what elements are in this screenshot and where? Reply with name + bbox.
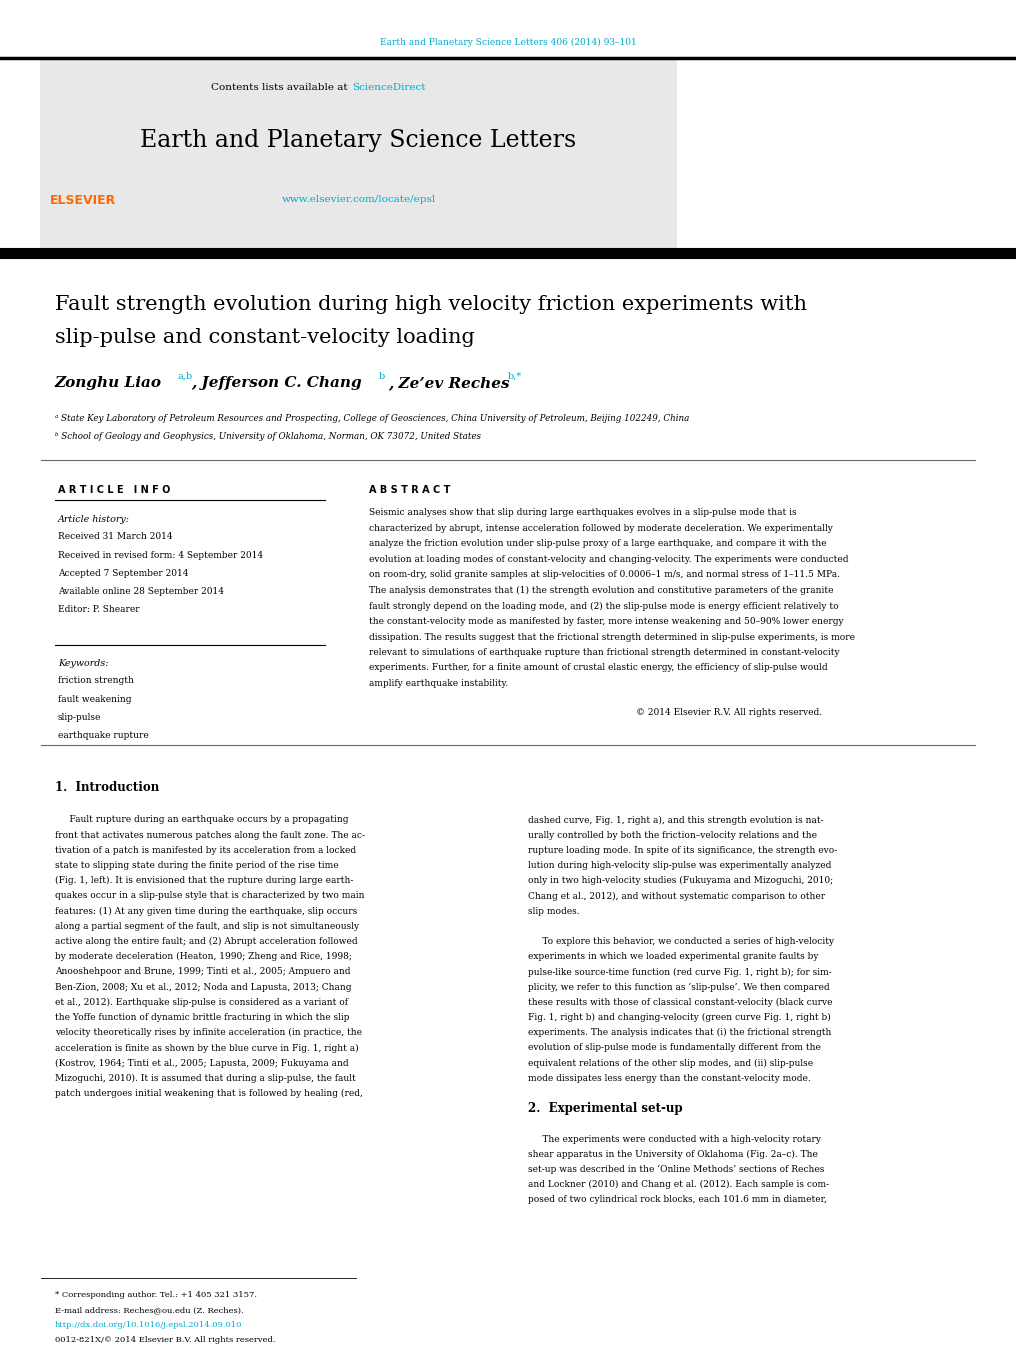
Text: experiments. The analysis indicates that (i) the frictional strength: experiments. The analysis indicates that… xyxy=(528,1028,830,1038)
Text: slip-pulse: slip-pulse xyxy=(58,712,101,721)
Text: the Yoffe function of dynamic brittle fracturing in which the slip: the Yoffe function of dynamic brittle fr… xyxy=(55,1013,348,1023)
Text: relevant to simulations of earthquake rupture than frictional strength determine: relevant to simulations of earthquake ru… xyxy=(368,648,839,657)
Text: quakes occur in a slip-pulse style that is characterized by two main: quakes occur in a slip-pulse style that … xyxy=(55,892,364,901)
Text: pulse-like source-time function (red curve Fig. 1, right b); for sim-: pulse-like source-time function (red cur… xyxy=(528,967,830,977)
Text: these results with those of classical constant-velocity (black curve: these results with those of classical co… xyxy=(528,998,832,1006)
Text: Mizoguchi, 2010). It is assumed that during a slip-pulse, the fault: Mizoguchi, 2010). It is assumed that dur… xyxy=(55,1074,356,1084)
Text: 1.  Introduction: 1. Introduction xyxy=(55,781,159,794)
Text: earthquake rupture: earthquake rupture xyxy=(58,731,149,739)
Text: evolution at loading modes of constant-velocity and changing-velocity. The exper: evolution at loading modes of constant-v… xyxy=(368,555,847,563)
Text: Accepted 7 September 2014: Accepted 7 September 2014 xyxy=(58,569,189,577)
Text: amplify earthquake instability.: amplify earthquake instability. xyxy=(368,680,507,688)
Text: www.elsevier.com/locate/epsl: www.elsevier.com/locate/epsl xyxy=(281,196,435,204)
Text: 2.  Experimental set-up: 2. Experimental set-up xyxy=(528,1102,682,1116)
Text: , Jefferson C. Chang: , Jefferson C. Chang xyxy=(191,376,362,390)
Text: characterized by abrupt, intense acceleration followed by moderate deceleration.: characterized by abrupt, intense acceler… xyxy=(368,524,832,534)
Text: urally controlled by both the friction–velocity relations and the: urally controlled by both the friction–v… xyxy=(528,831,816,840)
Text: features: (1) At any given time during the earthquake, slip occurs: features: (1) At any given time during t… xyxy=(55,907,357,916)
Text: state to slipping state during the finite period of the rise time: state to slipping state during the finit… xyxy=(55,861,338,870)
Text: only in two high-velocity studies (Fukuyama and Mizoguchi, 2010;: only in two high-velocity studies (Fukuy… xyxy=(528,877,833,885)
Text: the constant-velocity mode as manifested by faster, more intense weakening and 5: the constant-velocity mode as manifested… xyxy=(368,617,843,626)
Text: mode dissipates less energy than the constant-velocity mode.: mode dissipates less energy than the con… xyxy=(528,1074,810,1084)
Text: Article history:: Article history: xyxy=(58,516,129,524)
Text: and Lockner (2010) and Chang et al. (2012). Each sample is com-: and Lockner (2010) and Chang et al. (201… xyxy=(528,1181,828,1189)
Text: patch undergoes initial weakening that is followed by healing (red,: patch undergoes initial weakening that i… xyxy=(55,1089,363,1098)
Text: (Kostrov, 1964; Tinti et al., 2005; Lapusta, 2009; Fukuyama and: (Kostrov, 1964; Tinti et al., 2005; Lapu… xyxy=(55,1059,348,1067)
Text: A B S T R A C T: A B S T R A C T xyxy=(368,485,449,494)
Text: a,b: a,b xyxy=(177,372,193,381)
Text: Earth and Planetary Science Letters 406 (2014) 93–101: Earth and Planetary Science Letters 406 … xyxy=(379,38,636,46)
Text: experiments in which we loaded experimental granite faults by: experiments in which we loaded experimen… xyxy=(528,952,817,962)
Text: Zonghu Liao: Zonghu Liao xyxy=(55,376,162,390)
Text: Ben-Zion, 2008; Xu et al., 2012; Noda and Lapusta, 2013; Chang: Ben-Zion, 2008; Xu et al., 2012; Noda an… xyxy=(55,982,351,992)
Text: Received in revised form: 4 September 2014: Received in revised form: 4 September 20… xyxy=(58,550,263,559)
Text: , Ze’ev Reches: , Ze’ev Reches xyxy=(388,376,510,390)
Text: ᵇ School of Geology and Geophysics, University of Oklahoma, Norman, OK 73072, Un: ᵇ School of Geology and Geophysics, Univ… xyxy=(55,432,480,442)
Text: * Corresponding author. Tel.: +1 405 321 3157.: * Corresponding author. Tel.: +1 405 321… xyxy=(55,1292,257,1300)
Text: ScienceDirect: ScienceDirect xyxy=(353,84,426,92)
Text: slip modes.: slip modes. xyxy=(528,907,579,916)
Text: Seismic analyses show that slip during large earthquakes evolves in a slip-pulse: Seismic analyses show that slip during l… xyxy=(368,508,796,517)
Text: experiments. Further, for a finite amount of crustal elastic energy, the efficie: experiments. Further, for a finite amoun… xyxy=(368,663,826,673)
Text: evolution of slip-pulse mode is fundamentally different from the: evolution of slip-pulse mode is fundamen… xyxy=(528,1043,820,1052)
Text: 0012-821X/© 2014 Elsevier B.V. All rights reserved.: 0012-821X/© 2014 Elsevier B.V. All right… xyxy=(55,1336,275,1344)
Text: slip-pulse and constant-velocity loading: slip-pulse and constant-velocity loading xyxy=(55,328,474,347)
Text: b: b xyxy=(378,372,384,381)
Text: friction strength: friction strength xyxy=(58,677,133,685)
Text: Received 31 March 2014: Received 31 March 2014 xyxy=(58,532,172,542)
Text: dissipation. The results suggest that the frictional strength determined in slip: dissipation. The results suggest that th… xyxy=(368,632,854,642)
Text: analyze the friction evolution under slip-pulse proxy of a large earthquake, and: analyze the friction evolution under sli… xyxy=(368,539,825,549)
Text: To explore this behavior, we conducted a series of high-velocity: To explore this behavior, we conducted a… xyxy=(528,938,834,946)
Text: http://dx.doi.org/10.1016/j.epsl.2014.09.010: http://dx.doi.org/10.1016/j.epsl.2014.09… xyxy=(55,1321,242,1329)
Text: Editor: P. Shearer: Editor: P. Shearer xyxy=(58,604,140,613)
Text: E-mail address: Reches@ou.edu (Z. Reches).: E-mail address: Reches@ou.edu (Z. Reches… xyxy=(55,1306,244,1315)
Text: plicity, we refer to this function as ‘slip-pulse’. We then compared: plicity, we refer to this function as ‘s… xyxy=(528,982,828,992)
Text: shear apparatus in the University of Oklahoma (Fig. 2a–c). The: shear apparatus in the University of Okl… xyxy=(528,1150,817,1159)
Text: Available online 28 September 2014: Available online 28 September 2014 xyxy=(58,586,223,596)
Text: The analysis demonstrates that (1) the strength evolution and constitutive param: The analysis demonstrates that (1) the s… xyxy=(368,586,833,594)
Text: set-up was described in the ‘Online Methods’ sections of Reches: set-up was described in the ‘Online Meth… xyxy=(528,1165,823,1174)
Text: Chang et al., 2012), and without systematic comparison to other: Chang et al., 2012), and without systema… xyxy=(528,892,824,901)
Text: active along the entire fault; and (2) Abrupt acceleration followed: active along the entire fault; and (2) A… xyxy=(55,938,357,946)
Text: rupture loading mode. In spite of its significance, the strength evo-: rupture loading mode. In spite of its si… xyxy=(528,846,837,855)
Text: et al., 2012). Earthquake slip-pulse is considered as a variant of: et al., 2012). Earthquake slip-pulse is … xyxy=(55,998,347,1006)
Text: b,*: b,* xyxy=(507,372,522,381)
Text: equivalent relations of the other slip modes, and (ii) slip-pulse: equivalent relations of the other slip m… xyxy=(528,1059,812,1067)
Text: Anooshehpoor and Brune, 1999; Tinti et al., 2005; Ampuero and: Anooshehpoor and Brune, 1999; Tinti et a… xyxy=(55,967,350,977)
Text: Fig. 1, right b) and changing-velocity (green curve Fig. 1, right b): Fig. 1, right b) and changing-velocity (… xyxy=(528,1013,829,1023)
Text: The experiments were conducted with a high-velocity rotary: The experiments were conducted with a hi… xyxy=(528,1135,820,1144)
Text: tivation of a patch is manifested by its acceleration from a locked: tivation of a patch is manifested by its… xyxy=(55,846,356,855)
Text: dashed curve, Fig. 1, right a), and this strength evolution is nat-: dashed curve, Fig. 1, right a), and this… xyxy=(528,816,822,824)
Text: acceleration is finite as shown by the blue curve in Fig. 1, right a): acceleration is finite as shown by the b… xyxy=(55,1043,358,1052)
Text: lution during high-velocity slip-pulse was experimentally analyzed: lution during high-velocity slip-pulse w… xyxy=(528,861,830,870)
Text: © 2014 Elsevier R.V. All rights reserved.: © 2014 Elsevier R.V. All rights reserved… xyxy=(635,708,821,716)
Text: Earth and Planetary Science Letters: Earth and Planetary Science Letters xyxy=(141,128,576,151)
Text: Keywords:: Keywords: xyxy=(58,658,108,667)
Text: (Fig. 1, left). It is envisioned that the rupture during large earth-: (Fig. 1, left). It is envisioned that th… xyxy=(55,877,353,885)
Text: ELSEVIER: ELSEVIER xyxy=(50,193,116,207)
Text: Contents lists available at: Contents lists available at xyxy=(211,84,351,92)
Text: ᵃ State Key Laboratory of Petroleum Resources and Prospecting, College of Geosci: ᵃ State Key Laboratory of Petroleum Reso… xyxy=(55,413,689,423)
Text: on room-dry, solid granite samples at slip-velocities of 0.0006–1 m/s, and norma: on room-dry, solid granite samples at sl… xyxy=(368,570,839,580)
Text: A R T I C L E   I N F O: A R T I C L E I N F O xyxy=(58,485,170,494)
Text: posed of two cylindrical rock blocks, each 101.6 mm in diameter,: posed of two cylindrical rock blocks, ea… xyxy=(528,1196,826,1205)
Text: along a partial segment of the fault, and slip is not simultaneously: along a partial segment of the fault, an… xyxy=(55,921,359,931)
Text: Fault rupture during an earthquake occurs by a propagating: Fault rupture during an earthquake occur… xyxy=(55,816,347,824)
Text: fault strongly depend on the loading mode, and (2) the slip-pulse mode is energy: fault strongly depend on the loading mod… xyxy=(368,601,838,611)
Text: Fault strength evolution during high velocity friction experiments with: Fault strength evolution during high vel… xyxy=(55,296,806,315)
Text: velocity theoretically rises by infinite acceleration (in practice, the: velocity theoretically rises by infinite… xyxy=(55,1028,362,1038)
Text: by moderate deceleration (Heaton, 1990; Zheng and Rice, 1998;: by moderate deceleration (Heaton, 1990; … xyxy=(55,952,352,962)
Text: front that activates numerous patches along the fault zone. The ac-: front that activates numerous patches al… xyxy=(55,831,365,840)
FancyBboxPatch shape xyxy=(40,59,677,249)
Text: fault weakening: fault weakening xyxy=(58,694,131,704)
